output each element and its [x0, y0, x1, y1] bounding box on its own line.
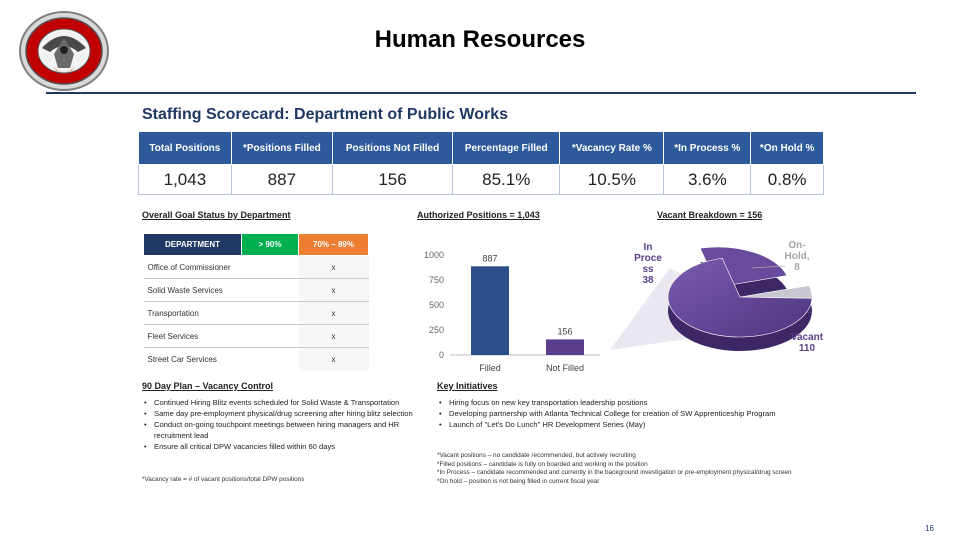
- value-positions-filled: 887: [230, 164, 333, 195]
- staffing-metrics-table: Total Positions *Positions Filled Positi…: [138, 131, 824, 195]
- goal-70-89: x: [298, 324, 369, 348]
- goal-department: Office of Commissioner: [143, 255, 242, 279]
- pie-label: 110: [799, 343, 816, 354]
- pie-label: 38: [642, 275, 654, 286]
- plan-list: Continued Hiring Blitz events scheduled …: [142, 397, 422, 452]
- pie-label: 8: [794, 262, 800, 273]
- bar-not-filled: [546, 339, 584, 355]
- title-divider: [46, 92, 916, 94]
- col-percentage-filled: Percentage Filled: [452, 131, 561, 165]
- list-item: Same day pre-employment physical/drug sc…: [142, 408, 422, 419]
- page-number: 16: [925, 524, 934, 533]
- y-tick-label: 1000: [424, 250, 444, 260]
- col-vacancy-rate: *Vacancy Rate %: [559, 131, 665, 165]
- note-vacant: *Vacant positions – no candidate recomme…: [437, 452, 636, 459]
- goal-over-90: [241, 301, 299, 325]
- goal-col-over-90: > 90%: [241, 233, 299, 256]
- table-row: Transportation x: [143, 301, 369, 325]
- bar-filled: [471, 266, 509, 355]
- bar-data-label: 156: [557, 326, 572, 336]
- table-row: Fleet Services x: [143, 324, 369, 348]
- x-category-label: Filled: [479, 363, 501, 373]
- goal-department: Street Car Services: [143, 347, 242, 371]
- pie-label: On-: [788, 240, 805, 251]
- y-tick-label: 0: [439, 350, 444, 360]
- y-tick-label: 250: [429, 325, 444, 335]
- col-positions-not-filled: Positions Not Filled: [331, 131, 454, 165]
- col-positions-filled: *Positions Filled: [230, 131, 333, 165]
- goal-status-table: DEPARTMENT > 90% 70% – 89% Office of Com…: [143, 233, 369, 371]
- y-tick-label: 750: [429, 275, 444, 285]
- table-row: Office of Commissioner x: [143, 255, 369, 279]
- authorized-positions-bar-chart: 0 250 500 750 1000 887 Filled 156 Not Filled: [424, 250, 600, 373]
- scorecard-title: Staffing Scorecard: Department of Public…: [142, 106, 508, 123]
- col-on-hold: *On Hold %: [750, 131, 824, 165]
- goal-70-89: x: [298, 301, 369, 325]
- list-item: Developing partnership with Atlanta Tech…: [437, 408, 817, 419]
- list-item: Ensure all critical DPW vacancies filled…: [142, 441, 422, 452]
- goal-70-89: x: [298, 347, 369, 371]
- plan-heading: 90 Day Plan – Vacancy Control: [142, 381, 274, 391]
- value-in-process: 3.6%: [663, 164, 752, 195]
- pie-slice-vacant: [667, 257, 813, 338]
- list-item: Continued Hiring Blitz events scheduled …: [142, 397, 422, 408]
- pie-label: In: [644, 242, 653, 253]
- note-filled: *Filled positions – candidate is fully o…: [437, 460, 648, 468]
- pie-leader-line: [751, 265, 786, 269]
- bar-chart-title: Authorized Positions = 1,043: [417, 210, 540, 220]
- note-in-process: *In Process – candidate recommended and …: [437, 469, 792, 476]
- y-tick-label: 500: [429, 300, 444, 310]
- list-item: Launch of "Let's Do Lunch" HR Developmen…: [437, 419, 817, 430]
- goal-department: Fleet Services: [143, 324, 242, 348]
- pie-label: Vacant: [791, 332, 824, 343]
- goal-over-90: [241, 255, 299, 279]
- vacancy-rate-footnote: *Vacancy rate = # of vacant positions/to…: [142, 476, 305, 483]
- goal-department: Transportation: [143, 301, 242, 325]
- pie-label: ss: [642, 264, 654, 275]
- goal-over-90: [241, 347, 299, 371]
- bar-data-label: 887: [482, 253, 497, 263]
- value-vacancy-rate: 10.5%: [559, 164, 665, 195]
- list-item: Conduct on-going touchpoint meetings bet…: [142, 419, 422, 441]
- goal-col-70-89: 70% – 89%: [298, 233, 369, 256]
- pie-label: Hold,: [785, 251, 810, 262]
- goal-over-90: [241, 278, 299, 302]
- note-on-hold: *On hold – position is not being filled …: [437, 477, 600, 485]
- x-category-label: Not Filled: [546, 363, 584, 373]
- table-row: Street Car Services x: [143, 347, 369, 371]
- definitions-notes: *Vacant positions – no candidate recomme…: [437, 452, 827, 486]
- list-item: Hiring focus on new key transportation l…: [437, 397, 817, 408]
- initiatives-list: Hiring focus on new key transportation l…: [437, 397, 817, 430]
- goal-70-89: x: [298, 255, 369, 279]
- value-positions-not-filled: 156: [331, 164, 454, 195]
- value-total-positions: 1,043: [138, 164, 232, 195]
- pie-chart-title: Vacant Breakdown = 156: [657, 210, 763, 220]
- value-on-hold: 0.8%: [750, 164, 824, 195]
- goal-department: Solid Waste Services: [143, 278, 242, 302]
- goal-70-89: x: [298, 278, 369, 302]
- page-title: Human Resources: [374, 26, 586, 53]
- table-row: Solid Waste Services x: [143, 278, 369, 302]
- goal-status-heading: Overall Goal Status by Department: [142, 210, 291, 220]
- value-percentage-filled: 85.1%: [452, 164, 561, 195]
- initiatives-heading: Key Initiatives: [437, 381, 498, 391]
- col-in-process: *In Process %: [663, 131, 752, 165]
- col-total-positions: Total Positions: [138, 131, 232, 165]
- pie-label: Proce: [634, 253, 662, 264]
- goal-col-department: DEPARTMENT: [143, 233, 242, 256]
- goal-over-90: [241, 324, 299, 348]
- public-works-seal-logo: [19, 11, 109, 91]
